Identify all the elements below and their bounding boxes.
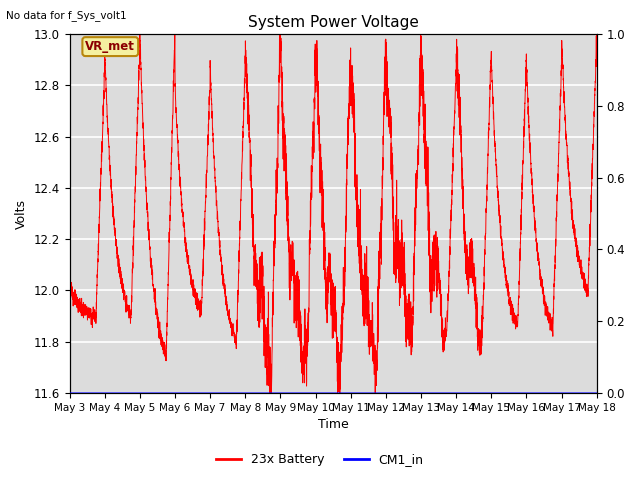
Text: VR_met: VR_met — [85, 40, 135, 53]
Title: System Power Voltage: System Power Voltage — [248, 15, 419, 30]
Y-axis label: Volts: Volts — [15, 199, 28, 228]
Text: No data for f_Sys_volt1: No data for f_Sys_volt1 — [6, 10, 127, 21]
X-axis label: Time: Time — [317, 419, 348, 432]
Legend: 23x Battery, CM1_in: 23x Battery, CM1_in — [211, 448, 429, 471]
